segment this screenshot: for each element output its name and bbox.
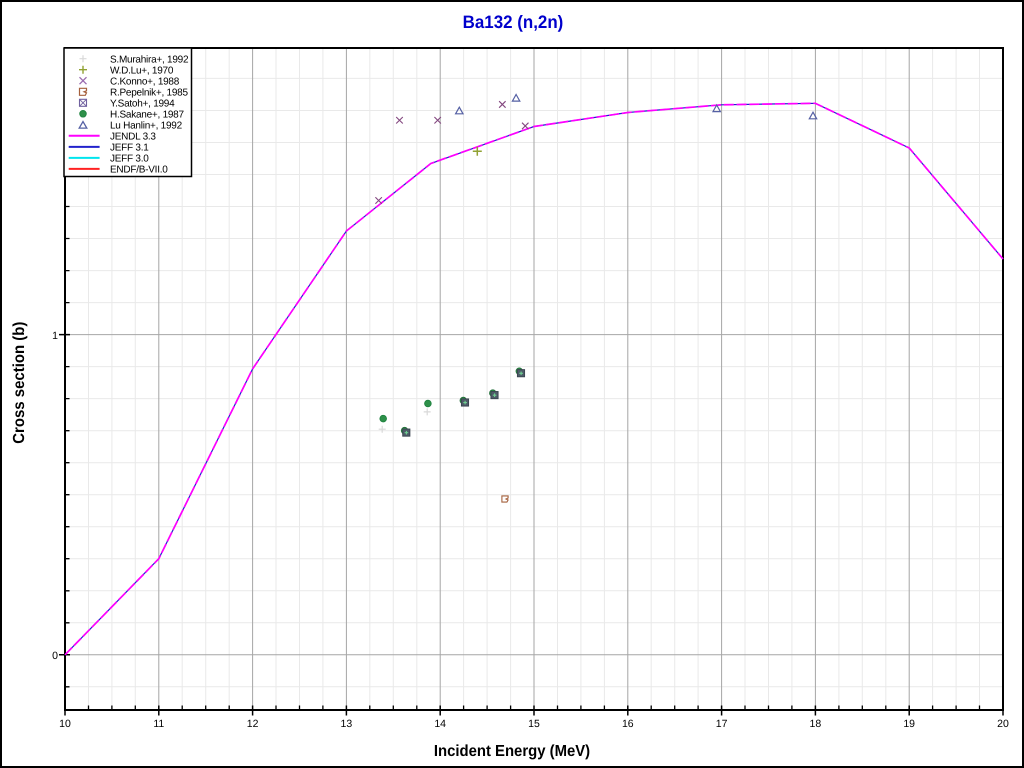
- svg-text:13: 13: [341, 718, 353, 730]
- svg-text:JEFF 3.0: JEFF 3.0: [110, 154, 149, 165]
- svg-text:16: 16: [622, 718, 634, 730]
- svg-text:0: 0: [52, 650, 58, 662]
- svg-text:17: 17: [716, 718, 728, 730]
- svg-text:Ba132 (n,2n): Ba132 (n,2n): [463, 12, 564, 32]
- svg-text:1: 1: [52, 330, 58, 342]
- svg-text:18: 18: [810, 718, 822, 730]
- svg-text:C.Konno+, 1988: C.Konno+, 1988: [110, 76, 180, 87]
- svg-text:Y.Satoh+, 1994: Y.Satoh+, 1994: [110, 98, 175, 109]
- svg-text:Incident Energy (MeV): Incident Energy (MeV): [434, 743, 590, 760]
- svg-text:H.Sakane+, 1987: H.Sakane+, 1987: [110, 109, 184, 120]
- svg-text:JENDL 3.3: JENDL 3.3: [110, 131, 156, 142]
- svg-text:15: 15: [528, 718, 540, 730]
- svg-text:12: 12: [247, 718, 259, 730]
- svg-text:R.Pepelnik+, 1985: R.Pepelnik+, 1985: [110, 87, 188, 98]
- svg-text:Cross section (b): Cross section (b): [11, 322, 28, 444]
- svg-text:S.Murahira+, 1992: S.Murahira+, 1992: [110, 54, 189, 65]
- svg-text:20: 20: [997, 718, 1009, 730]
- svg-text:14: 14: [434, 718, 446, 730]
- svg-text:10: 10: [59, 718, 71, 730]
- svg-text:19: 19: [903, 718, 915, 730]
- svg-text:Lu Hanlin+, 1992: Lu Hanlin+, 1992: [110, 120, 183, 131]
- svg-text:ENDF/B-VII.0: ENDF/B-VII.0: [110, 165, 168, 176]
- svg-text:11: 11: [153, 718, 164, 730]
- svg-text:JEFF 3.1: JEFF 3.1: [110, 143, 149, 154]
- svg-text:W.D.Lu+, 1970: W.D.Lu+, 1970: [110, 65, 174, 76]
